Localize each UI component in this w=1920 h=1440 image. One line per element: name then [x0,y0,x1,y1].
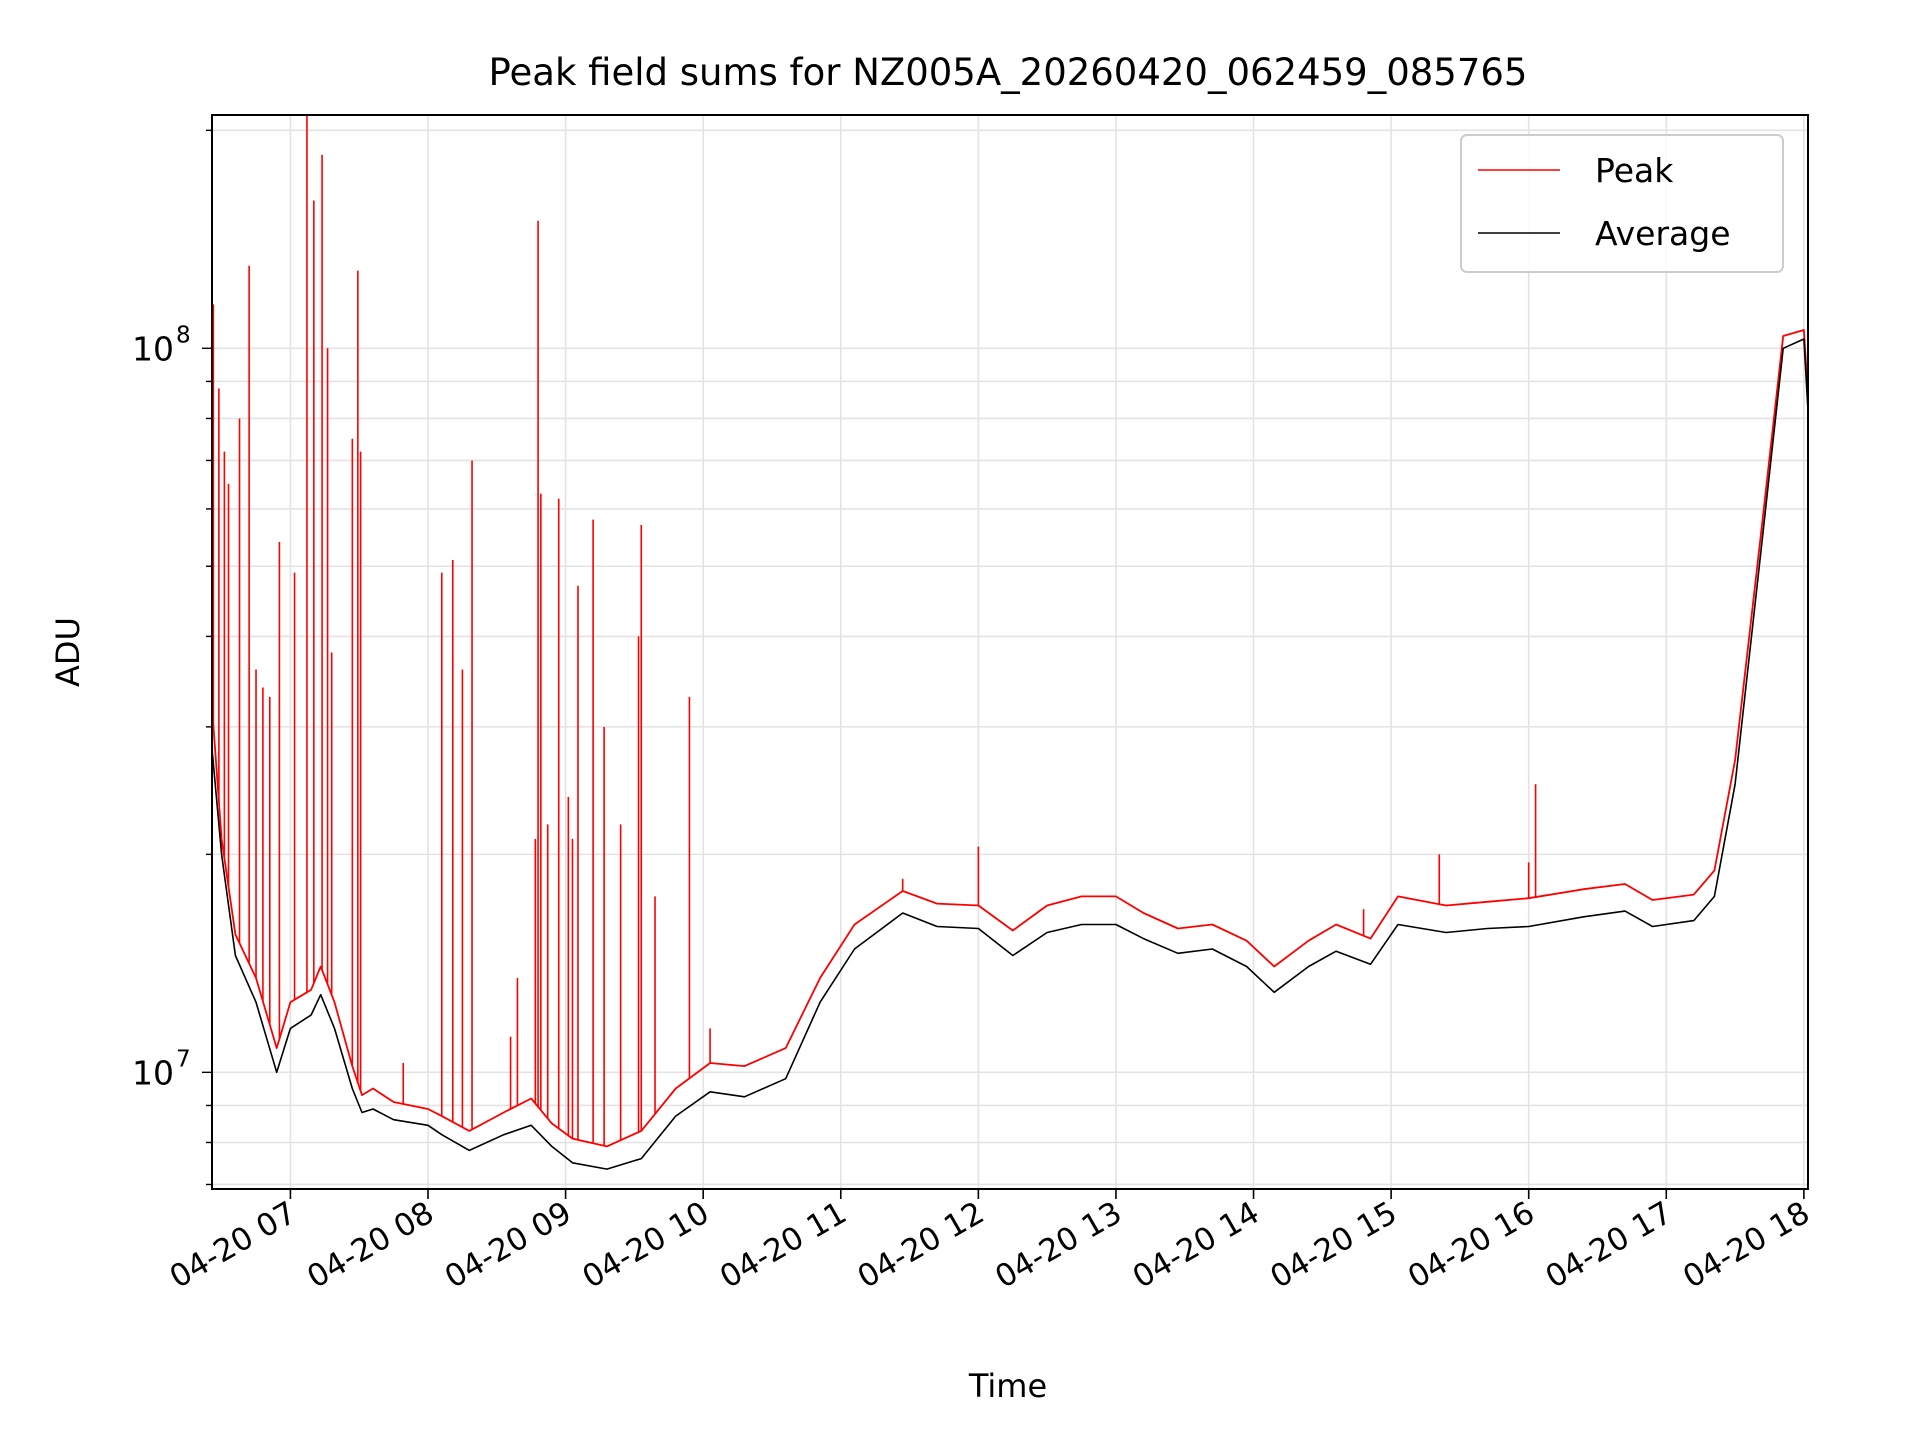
average-series-line [212,338,1808,1170]
chart-title: Peak field sums for NZ005A_20260420_0624… [489,51,1528,94]
x-axis-label: Time [968,1367,1047,1405]
plot-frame [211,114,1809,1190]
grid-lines [212,115,1808,1189]
y-axis-label: ADU [49,617,87,687]
y-tick-label: 10 [132,1053,174,1092]
y-tick-label: 10 [132,329,174,368]
legend-peak-label: Peak [1595,151,1674,190]
legend: Peak Average [1460,134,1784,273]
y-tick-exponent: 7 [176,1046,191,1072]
legend-average-label: Average [1595,214,1731,253]
y-tick-exponent: 8 [176,322,191,348]
